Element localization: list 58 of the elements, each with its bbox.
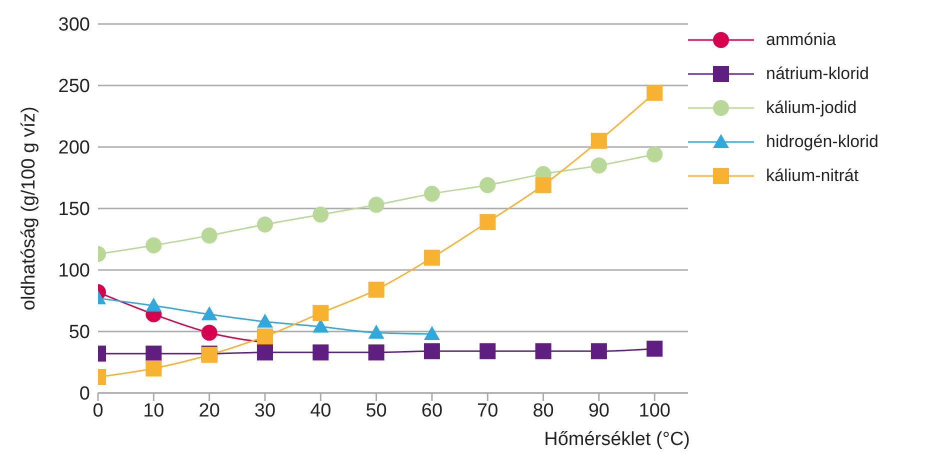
point — [424, 326, 440, 340]
y-tick-label: 100 — [58, 260, 90, 282]
point — [535, 343, 552, 360]
point — [424, 186, 440, 202]
x-tick-label: 80 — [532, 400, 554, 422]
point — [256, 344, 273, 360]
y-tick-label: 150 — [58, 199, 90, 220]
x-tick-label: 70 — [477, 400, 498, 422]
y-tick-label: 200 — [58, 138, 90, 159]
point — [424, 343, 440, 360]
legend-label: nátrium-klorid — [766, 64, 869, 84]
point — [146, 360, 162, 376]
point — [256, 328, 273, 344]
point — [368, 324, 384, 339]
point — [201, 324, 218, 341]
y-tick-label: 0 — [79, 384, 90, 405]
point — [146, 237, 162, 254]
point — [646, 340, 663, 357]
x-tick-label: 60 — [421, 400, 443, 422]
point — [646, 84, 663, 101]
x-tick-label: 0 — [92, 400, 104, 422]
point — [256, 216, 273, 232]
legend-label: kálium-jodid — [766, 98, 857, 118]
legend-label: hidrogén-klorid — [766, 132, 878, 152]
y-axis-title: oldhatóság (g/100 g víz) — [18, 106, 40, 310]
point — [312, 344, 329, 360]
y-tick-label: 250 — [58, 76, 90, 98]
point — [312, 305, 329, 322]
point — [201, 228, 218, 244]
x-tick-label: 90 — [588, 400, 610, 422]
point — [480, 343, 496, 360]
point — [646, 146, 663, 162]
point — [146, 298, 162, 312]
point — [480, 177, 496, 194]
point — [590, 132, 607, 149]
legend-label: ammónia — [766, 30, 836, 50]
x-tick-label: 100 — [638, 400, 670, 422]
point — [480, 214, 496, 230]
x-tick-label: 10 — [143, 400, 164, 422]
x-tick-label: 40 — [310, 400, 332, 422]
point — [590, 343, 607, 360]
x-tick-label: 50 — [366, 400, 387, 422]
point — [146, 346, 162, 362]
x-tick-label: 20 — [198, 400, 220, 422]
point — [368, 196, 384, 213]
y-tick-label: 50 — [68, 322, 90, 344]
point — [424, 250, 440, 266]
x-axis-title: Hőmérséklet (°C) — [544, 429, 690, 450]
y-tick-label: 300 — [58, 14, 90, 36]
point — [256, 314, 273, 328]
point — [368, 344, 384, 360]
point — [312, 206, 329, 223]
legend-label: kálium-nitrát — [766, 166, 859, 186]
point — [201, 306, 218, 320]
point — [368, 282, 384, 298]
x-tick-label: 30 — [254, 400, 276, 422]
point — [535, 177, 552, 194]
point — [590, 157, 607, 174]
